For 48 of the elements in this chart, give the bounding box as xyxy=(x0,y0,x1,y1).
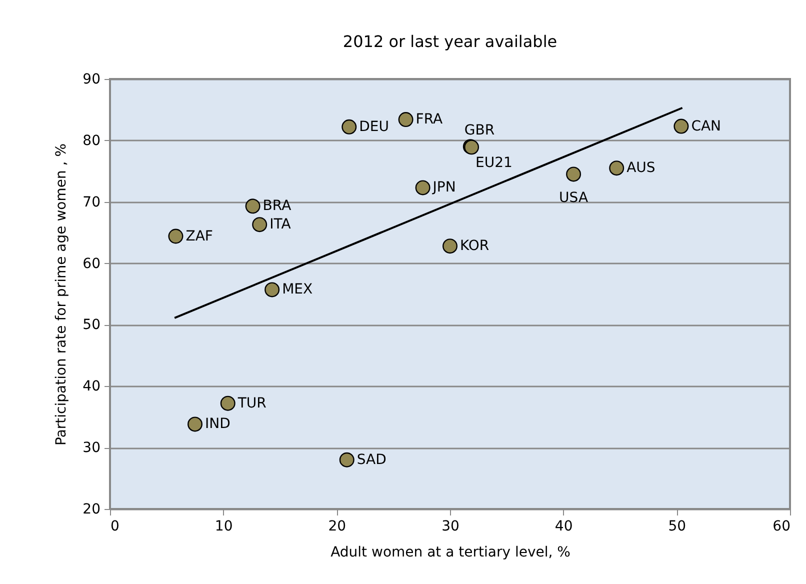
annotation: SAD xyxy=(356,452,386,468)
y-tick-label: 40 xyxy=(82,378,100,395)
x-tick-label: 10 xyxy=(214,518,233,534)
point xyxy=(398,112,414,128)
y-axis-title: Participation rate for prime age women , % xyxy=(54,144,70,446)
y-tick-label: 50 xyxy=(82,317,100,334)
annotation: USA xyxy=(559,190,588,206)
annotation: KOR xyxy=(460,238,490,254)
point xyxy=(264,282,280,298)
annotation: CAN xyxy=(691,118,722,134)
point xyxy=(168,228,184,244)
y-tick-label: 60 xyxy=(82,256,100,272)
chart-title: 2012 or last year available xyxy=(342,32,558,51)
annotation: DEU xyxy=(359,118,390,135)
annotation: MEX xyxy=(282,282,313,298)
point xyxy=(674,118,689,134)
x-tick-label: 30 xyxy=(442,518,460,534)
point xyxy=(220,396,236,411)
annotation: EU21 xyxy=(476,155,512,172)
x-tick-label: 20 xyxy=(328,518,346,534)
x-tick-label: 40 xyxy=(554,518,573,534)
y-tick-label: 70 xyxy=(82,194,100,210)
point xyxy=(342,119,357,134)
y-tick-label: 20 xyxy=(82,502,100,518)
annotation: AUS xyxy=(626,160,656,176)
annotation: ZAF xyxy=(186,228,213,244)
annotation: FRA xyxy=(416,112,444,128)
annotation: GBR xyxy=(464,122,495,139)
x-tick-label: 60 xyxy=(772,518,790,534)
annotation: ITA xyxy=(270,216,292,233)
point xyxy=(415,180,430,196)
x-axis-title: Adult women at a tertiary level, % xyxy=(330,544,570,560)
point xyxy=(339,452,354,468)
x-tick-label: 50 xyxy=(668,518,686,534)
annotation: TUR xyxy=(236,395,267,412)
annotation: IND xyxy=(205,416,230,432)
y-tick-label: 30 xyxy=(82,440,100,456)
annotation: JPN xyxy=(432,180,456,196)
point xyxy=(566,166,582,182)
y-tick-label: 90 xyxy=(82,72,100,88)
annotation: BRA xyxy=(262,198,292,214)
point xyxy=(609,160,624,176)
y-tick-label: 80 xyxy=(82,132,100,149)
point xyxy=(188,416,202,432)
point xyxy=(442,238,458,254)
point xyxy=(245,198,260,214)
x-tick-label: 0 xyxy=(110,518,120,534)
point xyxy=(252,217,268,232)
